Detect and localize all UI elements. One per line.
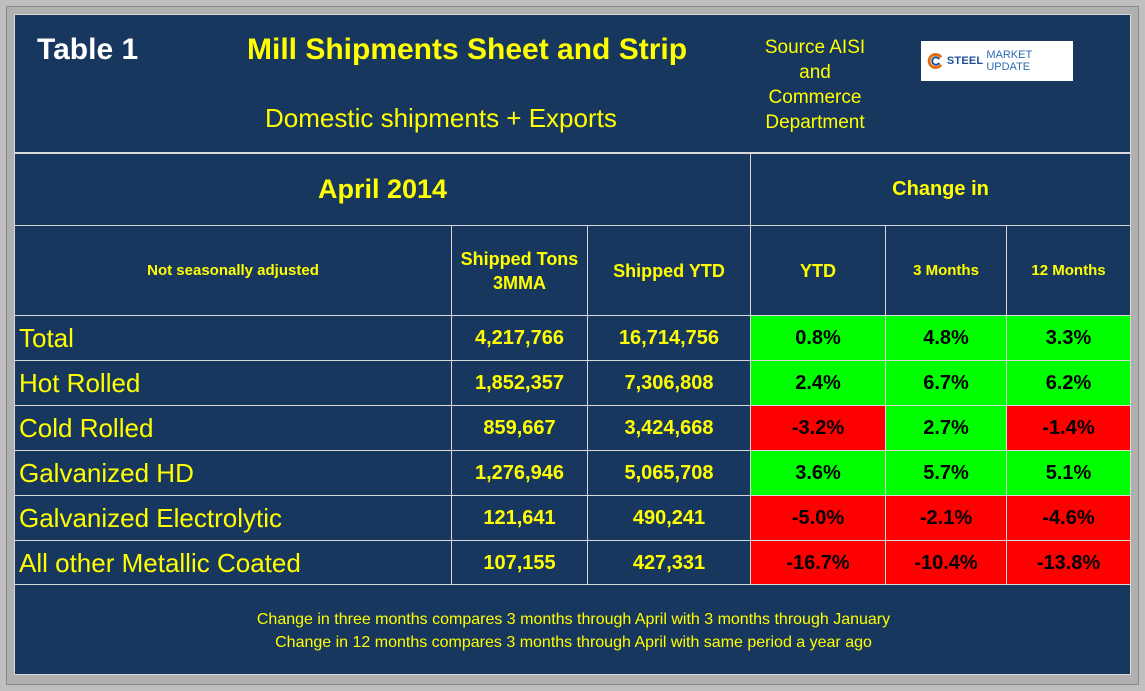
row-label: Cold Rolled xyxy=(14,405,452,451)
cell-change-ytd: 0.8% xyxy=(750,315,886,361)
row-label: Galvanized Electrolytic xyxy=(14,495,452,541)
cell-shipped-3mma: 859,667 xyxy=(451,405,588,451)
cell-change-12m: 6.2% xyxy=(1005,360,1132,406)
cell-change-ytd: 2.4% xyxy=(750,360,886,406)
cell-shipped-3mma: 4,217,766 xyxy=(451,315,588,361)
source-line: Department xyxy=(765,112,865,133)
steel-market-update-logo: STEEL MARKET UPDATE xyxy=(921,41,1073,81)
change-in-header: Change in xyxy=(749,153,1132,226)
logo-text-soft: MARKET UPDATE xyxy=(986,49,1032,73)
row-label: Total xyxy=(14,315,452,361)
footer-panel: Change in three months compares 3 months… xyxy=(14,584,1131,675)
period-row: April 2014 Change in xyxy=(14,153,1132,226)
header-panel: Table 1 Mill Shipments Sheet and Strip D… xyxy=(14,14,1131,153)
cell-change-12m: -1.4% xyxy=(1005,405,1132,451)
cell-change-12m: -13.8% xyxy=(1005,540,1132,586)
period-label: April 2014 xyxy=(14,153,751,226)
table-row: Galvanized HD 1,276,946 5,065,708 3.6% 5.7% 5… xyxy=(14,450,1132,496)
cell-shipped-ytd: 16,714,756 xyxy=(587,315,751,361)
cell-change-3m: -2.1% xyxy=(885,495,1007,541)
cell-change-3m: 4.8% xyxy=(885,315,1007,361)
source-line: and xyxy=(799,62,831,83)
cell-shipped-ytd: 3,424,668 xyxy=(587,405,751,451)
footnote-twelve-months: Change in 12 months compares 3 months th… xyxy=(275,634,872,651)
cell-shipped-ytd: 490,241 xyxy=(587,495,751,541)
cell-change-3m: -10.4% xyxy=(885,540,1007,586)
row-label: All other Metallic Coated xyxy=(14,540,452,586)
logo-text-strong: STEEL xyxy=(946,55,984,67)
source-line: Source AISI xyxy=(764,37,866,58)
source-line: Commerce xyxy=(768,87,862,108)
cell-change-12m: -4.6% xyxy=(1005,495,1132,541)
cell-shipped-3mma: 121,641 xyxy=(451,495,588,541)
col-header-ytd: Shipped YTD xyxy=(587,225,751,316)
cell-change-3m: 6.7% xyxy=(885,360,1007,406)
col-header-change-12m: 12 Months xyxy=(1005,225,1132,316)
logo-swirl-icon xyxy=(927,53,943,69)
column-header-row: Not seasonally adjusted Shipped Tons 3MM… xyxy=(14,225,1132,316)
cell-shipped-3mma: 107,155 xyxy=(451,540,588,586)
col-header-3mma: Shipped Tons 3MMA xyxy=(451,225,588,316)
cell-change-ytd: 3.6% xyxy=(750,450,886,496)
cell-shipped-3mma: 1,852,357 xyxy=(451,360,588,406)
table-label: Table 1 xyxy=(37,33,139,66)
source-note: Source AISI and Commerce Department xyxy=(740,35,890,135)
cell-change-ytd: -16.7% xyxy=(750,540,886,586)
cell-shipped-ytd: 5,065,708 xyxy=(587,450,751,496)
cell-change-12m: 5.1% xyxy=(1005,450,1132,496)
table-row: All other Metallic Coated 107,155 427,331-… xyxy=(14,540,1132,586)
cell-change-3m: 5.7% xyxy=(885,450,1007,496)
cell-change-ytd: -3.2% xyxy=(750,405,886,451)
cell-shipped-ytd: 427,331 xyxy=(587,540,751,586)
col-header-change-ytd: YTD xyxy=(750,225,886,316)
shipments-table: April 2014 Change in Not seasonally adju… xyxy=(14,153,1132,586)
table-row: Galvanized Electrolytic 121,641 490,241 -5.… xyxy=(14,495,1132,541)
cell-change-12m: 3.3% xyxy=(1005,315,1132,361)
table-row: Cold Rolled 859,667 3,424,668 -3.2% 2.7% -1.4… xyxy=(14,405,1132,451)
table-title: Mill Shipments Sheet and Strip xyxy=(247,33,688,66)
col-header-label: Not seasonally adjusted xyxy=(14,225,452,316)
cell-shipped-ytd: 7,306,808 xyxy=(587,360,751,406)
row-label: Galvanized HD xyxy=(14,450,452,496)
cell-change-3m: 2.7% xyxy=(885,405,1007,451)
table-row: Total 4,217,766 16,714,756 0.8% 4.8% 3.3% xyxy=(14,315,1132,361)
cell-shipped-3mma: 1,276,946 xyxy=(451,450,588,496)
table-body: Total 4,217,766 16,714,756 0.8% 4.8% 3.3% Hot … xyxy=(14,315,1132,586)
col-header-change-3m: 3 Months xyxy=(885,225,1007,316)
cell-change-ytd: -5.0% xyxy=(750,495,886,541)
footnote-three-months: Change in three months compares 3 months… xyxy=(256,611,891,628)
table-row: Hot Rolled 1,852,357 7,306,808 2.4% 6.7% 6.2% xyxy=(14,360,1132,406)
table-subtitle: Domestic shipments + Exports xyxy=(265,103,617,133)
row-label: Hot Rolled xyxy=(14,360,452,406)
